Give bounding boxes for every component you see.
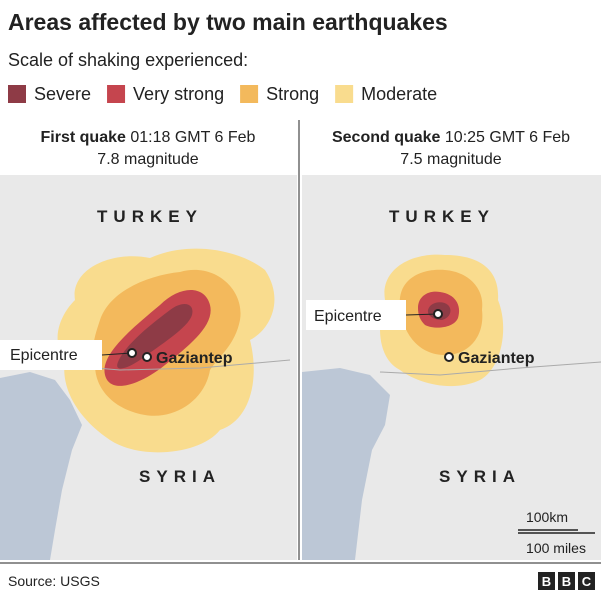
legend-swatch xyxy=(335,85,354,103)
country-label: TURKEY xyxy=(97,207,203,226)
legend: Severe Very strong Strong Moderate xyxy=(8,84,437,104)
epicentre-leader xyxy=(405,313,439,316)
border xyxy=(379,361,601,376)
city-label: Gaziantep xyxy=(156,350,233,367)
city-label: Gaziantep xyxy=(458,350,535,367)
legend-swatch xyxy=(107,85,126,103)
legend-swatch xyxy=(240,85,259,103)
city-dot xyxy=(444,352,454,362)
panel-heading: First quake 01:18 GMT 6 Feb xyxy=(41,129,256,146)
legend-label: Very strong xyxy=(133,84,224,104)
magnitude: 7.5 magnitude xyxy=(400,151,502,168)
sea xyxy=(0,372,82,560)
legend-label: Severe xyxy=(34,84,91,104)
heading-bold: First quake xyxy=(41,129,126,146)
legend-swatch xyxy=(8,85,26,103)
logo-block xyxy=(538,572,555,590)
legend-label: Moderate xyxy=(361,84,437,104)
logo-block xyxy=(558,572,575,590)
heading-time: 10:25 GMT 6 Feb xyxy=(445,129,570,146)
country-label: SYRIA xyxy=(439,467,521,486)
epicentre-leader xyxy=(101,352,133,356)
scale-miles: 100 miles xyxy=(526,540,586,556)
panel-first: First quake 01:18 GMT 6 Feb 7.8 magnitud… xyxy=(0,129,297,560)
scale-km: 100km xyxy=(526,509,568,525)
sea xyxy=(302,368,390,560)
panel-second: Second quake 10:25 GMT 6 Feb 7.5 magnitu… xyxy=(302,129,601,560)
city-dot xyxy=(142,352,152,362)
country-label: SYRIA xyxy=(139,467,221,486)
epicentre-dot xyxy=(127,348,137,358)
country-label: TURKEY xyxy=(389,207,495,226)
epicentre-dot xyxy=(433,309,443,319)
magnitude: 7.8 magnitude xyxy=(97,151,199,168)
epicentre-label: Epicentre xyxy=(10,347,78,364)
epicentre-box xyxy=(0,340,102,370)
source: Source: USGS xyxy=(8,573,100,589)
legend-label: Strong xyxy=(266,84,319,104)
heading-time: 01:18 GMT 6 Feb xyxy=(130,129,255,146)
title: Areas affected by two main earthquakes xyxy=(8,9,448,35)
heading-bold: Second quake xyxy=(332,129,441,146)
logo-block xyxy=(578,572,595,590)
logo-letter: B xyxy=(542,574,551,589)
epicentre-box xyxy=(306,300,406,330)
logo-letter: C xyxy=(582,574,592,589)
subtitle: Scale of shaking experienced: xyxy=(8,50,248,70)
logo-letter: B xyxy=(562,574,571,589)
panel-heading: Second quake 10:25 GMT 6 Feb xyxy=(332,129,570,146)
epicentre-label: Epicentre xyxy=(314,308,382,325)
